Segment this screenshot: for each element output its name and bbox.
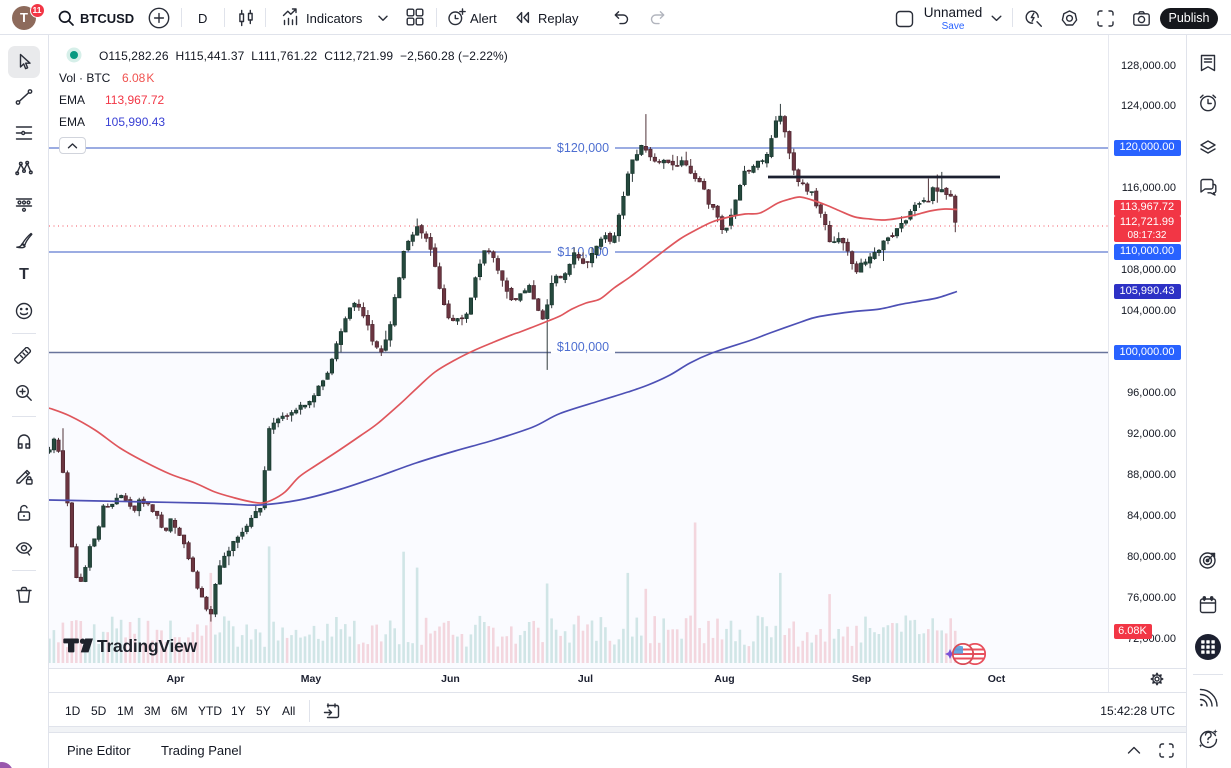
svg-text:$120,000: $120,000 [557,141,609,155]
svg-text:$100,000: $100,000 [557,340,609,354]
svg-text:TradingView: TradingView [97,636,198,656]
